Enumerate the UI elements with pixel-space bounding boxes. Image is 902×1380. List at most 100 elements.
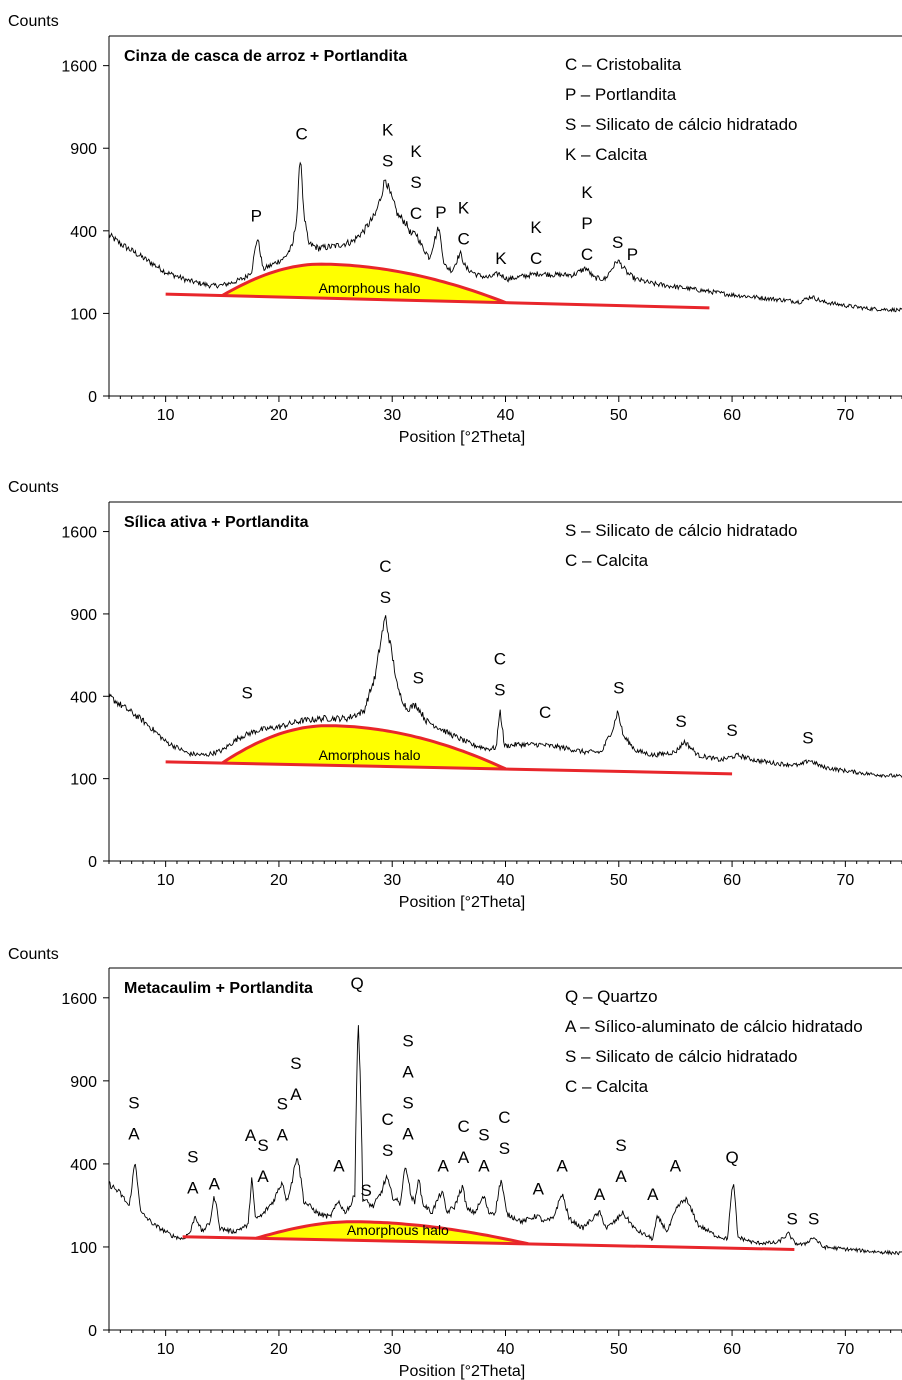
y-tick-label: 0	[88, 854, 97, 871]
peak-label: C	[581, 245, 593, 264]
amorphous-halo-outline	[221, 262, 507, 304]
peak-label: A	[257, 1167, 269, 1186]
diffraction-trace	[108, 615, 902, 779]
x-tick-label: 40	[497, 407, 515, 424]
peak-label: S	[402, 1093, 413, 1112]
peak-label: S	[802, 728, 813, 747]
y-tick-label: 1600	[61, 991, 97, 1008]
peak-label: A	[187, 1178, 199, 1197]
peak-label: C	[457, 1117, 469, 1136]
peak-label: K	[495, 249, 507, 268]
x-tick-label: 40	[497, 1341, 515, 1358]
chart-title: Cinza de casca de arroz + Portlandita	[124, 48, 407, 65]
x-tick-label: 20	[270, 1341, 288, 1358]
y-tick-label: 1600	[61, 525, 97, 542]
x-tick-label: 50	[610, 872, 628, 889]
legend-entry: S – Silicato de cálcio hidratado	[565, 1047, 797, 1066]
peak-label: S	[413, 668, 424, 687]
x-axis-label: Position [°2Theta]	[399, 429, 525, 446]
peak-label: S	[808, 1209, 819, 1228]
x-tick-label: 30	[383, 872, 401, 889]
amorphous-halo-outline	[221, 724, 507, 771]
peak-label: C	[382, 1110, 394, 1129]
peak-label: P	[251, 207, 262, 226]
y-tick-label: 1600	[61, 59, 97, 76]
background-baseline	[165, 760, 733, 776]
peak-label: A	[402, 1124, 414, 1143]
peak-label: C	[457, 229, 469, 248]
panel-1: Counts Position [°2Theta] 0 100 400 900 1600 10…	[8, 13, 902, 446]
y-tick-label: 0	[88, 1323, 97, 1340]
peak-label: S	[786, 1209, 797, 1228]
peak-label: A	[245, 1126, 257, 1145]
x-axis-label: Position [°2Theta]	[399, 894, 525, 911]
peak-label: S	[494, 680, 505, 699]
y-axis-label: Counts	[8, 946, 59, 963]
x-tick-label: 30	[383, 1341, 401, 1358]
peak-label: S	[360, 1181, 371, 1200]
peak-label: K	[581, 183, 593, 202]
peak-label: C	[295, 124, 307, 143]
legend-entry: A – Sílico-aluminato de cálcio hidratado	[565, 1017, 863, 1036]
y-tick-label: 0	[88, 389, 97, 406]
peak-label: A	[594, 1185, 606, 1204]
y-tick-label: 400	[70, 224, 97, 241]
peak-label: S	[499, 1139, 510, 1158]
x-tick-label: 10	[157, 1341, 175, 1358]
legend-entry: Q – Quartzo	[565, 987, 658, 1006]
y-tick-label: 900	[70, 607, 97, 624]
peak-label: S	[290, 1054, 301, 1073]
peak-label: A	[438, 1157, 450, 1176]
peak-label: K	[530, 218, 542, 237]
peak-label: S	[257, 1136, 268, 1155]
x-tick-label: 30	[383, 407, 401, 424]
peak-label: A	[402, 1062, 414, 1081]
background-baseline	[182, 1235, 795, 1251]
peak-label: C	[539, 703, 551, 722]
peak-label: S	[726, 721, 737, 740]
amorphous-halo-fill	[222, 725, 506, 769]
peak-label: A	[478, 1157, 490, 1176]
x-tick-label: 10	[157, 872, 175, 889]
peak-label: S	[615, 1136, 626, 1155]
legend-entry: C – Cristobalita	[565, 55, 682, 74]
peak-label: S	[242, 684, 253, 703]
peak-label: A	[556, 1157, 568, 1176]
peak-label: S	[402, 1031, 413, 1050]
peak-label: A	[290, 1085, 302, 1104]
x-tick-label: 50	[610, 1341, 628, 1358]
peak-label: Q	[350, 974, 363, 993]
amorphous-halo-outline	[255, 1220, 529, 1246]
amorphous-halo-label: Amorphous halo	[347, 1222, 449, 1238]
peak-label: S	[128, 1093, 139, 1112]
legend-entry: C – Calcita	[565, 1077, 649, 1096]
peak-label: K	[458, 198, 470, 217]
x-axis-label: Position [°2Theta]	[399, 1363, 525, 1380]
peak-label: P	[435, 203, 446, 222]
peak-label: A	[333, 1157, 345, 1176]
x-tick-label: 10	[157, 407, 175, 424]
y-tick-label: 100	[70, 772, 97, 789]
peak-label: S	[612, 233, 623, 252]
peak-label: C	[494, 649, 506, 668]
peak-label: C	[410, 204, 422, 223]
diffraction-trace	[108, 161, 902, 313]
x-tick-label: 70	[836, 872, 854, 889]
legend-entry: P – Portlandita	[565, 85, 677, 104]
peak-label: S	[410, 173, 421, 192]
peak-label: S	[478, 1126, 489, 1145]
peak-label: Q	[725, 1148, 738, 1167]
peak-label: P	[627, 245, 638, 264]
x-tick-label: 70	[836, 407, 854, 424]
y-tick-label: 900	[70, 1074, 97, 1091]
y-tick-label: 100	[70, 1240, 97, 1257]
peak-label: A	[128, 1124, 140, 1143]
panel-2: Counts Position [°2Theta] 0 100 400 900 1600 10…	[8, 479, 902, 911]
peak-label: A	[670, 1157, 682, 1176]
peak-label: K	[410, 142, 422, 161]
x-tick-label: 40	[497, 872, 515, 889]
legend-entry: K – Calcita	[565, 145, 648, 164]
legend-entry: S – Silicato de cálcio hidratado	[565, 115, 797, 134]
amorphous-halo-fill	[256, 1221, 529, 1244]
